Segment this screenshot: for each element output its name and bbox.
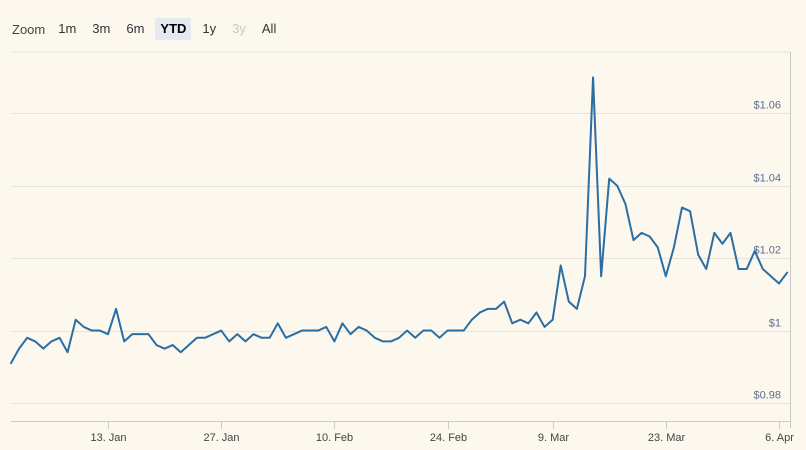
zoom-label: Zoom (12, 21, 46, 37)
zoom-ytd-button[interactable]: YTD (155, 18, 192, 40)
zoom-3y-button: 3y (232, 21, 246, 36)
x-tick-label: 10. Feb (316, 432, 353, 444)
zoom-6m-button[interactable]: 6m (126, 21, 145, 36)
x-axis: 13. Jan 27. Jan 10. Feb 24. Feb 9. Mar 23. Ma… (11, 421, 794, 444)
y-tick-label: $0.98 (753, 390, 781, 402)
y-axis: $0.98 $1 $1.02 $1.04 $1.06 (753, 52, 791, 428)
y-tick-label: $1.06 (753, 100, 781, 112)
x-tick-label: 27. Jan (203, 432, 239, 444)
x-tick-label: 9. Mar (538, 432, 570, 444)
x-tick-label: 24. Feb (430, 432, 467, 444)
x-tick-label: 23. Mar (648, 432, 686, 444)
chart-grid (11, 51, 790, 404)
y-tick-label: $1 (769, 318, 781, 330)
y-tick-label: $1.02 (753, 245, 781, 257)
zoom-all-button[interactable]: All (261, 21, 277, 36)
zoom-1m-button[interactable]: 1m (58, 21, 77, 36)
series-line[interactable] (10, 76, 789, 365)
y-tick-label: $1.04 (753, 173, 781, 185)
zoom-1y-button[interactable]: 1y (202, 21, 217, 36)
price-series[interactable] (10, 76, 789, 365)
zoom-3m-button[interactable]: 3m (92, 21, 111, 36)
x-tick-label: 13. Jan (90, 432, 126, 444)
zoom-bar: Zoom 1m 3m 6m YTD 1y 3y All (12, 18, 287, 40)
x-tick-label: 6. Apr (765, 432, 794, 444)
